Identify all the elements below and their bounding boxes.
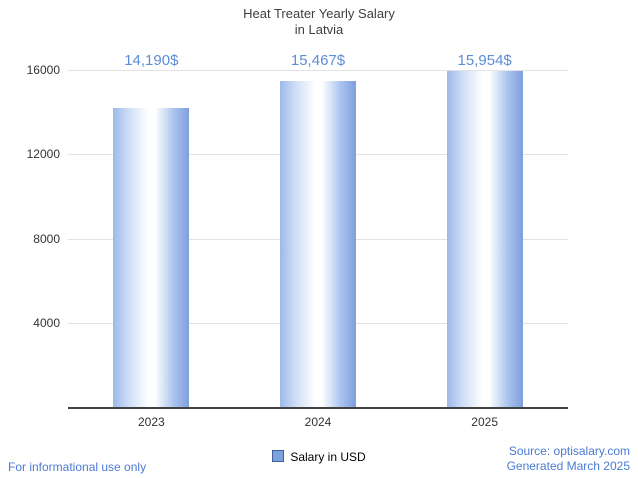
gridline-16000: [68, 70, 568, 71]
value-label-2024: 15,467$: [290, 52, 346, 69]
y-axis-tick-8000: 8000: [33, 231, 60, 246]
value-label-2023: 14,190$: [124, 52, 179, 69]
footer-note: For informational use only: [8, 460, 147, 474]
chart-title: Heat Treater Yearly Salary in Latvia: [0, 6, 638, 38]
chart-title-line2: in Latvia: [294, 22, 344, 37]
footer-generated-line: Generated March 2025: [506, 459, 630, 473]
chart-title-line1: Heat Treater Yearly Salary: [243, 6, 395, 21]
footer-source-line: Source: optisalary.com: [508, 444, 630, 458]
y-axis-tick-12000: 12000: [26, 147, 60, 162]
y-axis-tick-4000: 4000: [33, 315, 60, 330]
x-axis-tick-2024: 2024: [304, 415, 332, 429]
x-axis-tick-2025: 2025: [471, 415, 498, 429]
bar-2024: [280, 81, 356, 407]
x-axis-tick-2023: 2023: [137, 415, 165, 429]
plot-area: 4000 8000 12000 16000 14,190$ 2023 15,467$ 2024…: [27, 52, 568, 429]
y-axis-tick-16000: 16000: [26, 63, 60, 77]
value-label-2025: 15,954$: [457, 52, 512, 69]
bar-2025: [446, 70, 523, 407]
footer-source: Source: optisalary.com Generated March 2…: [507, 444, 630, 474]
bar-2023: [113, 108, 190, 407]
legend: Salary in USD: [0, 449, 638, 464]
legend-swatch-icon: [272, 449, 285, 462]
legend-label: Salary in USD: [290, 449, 366, 464]
